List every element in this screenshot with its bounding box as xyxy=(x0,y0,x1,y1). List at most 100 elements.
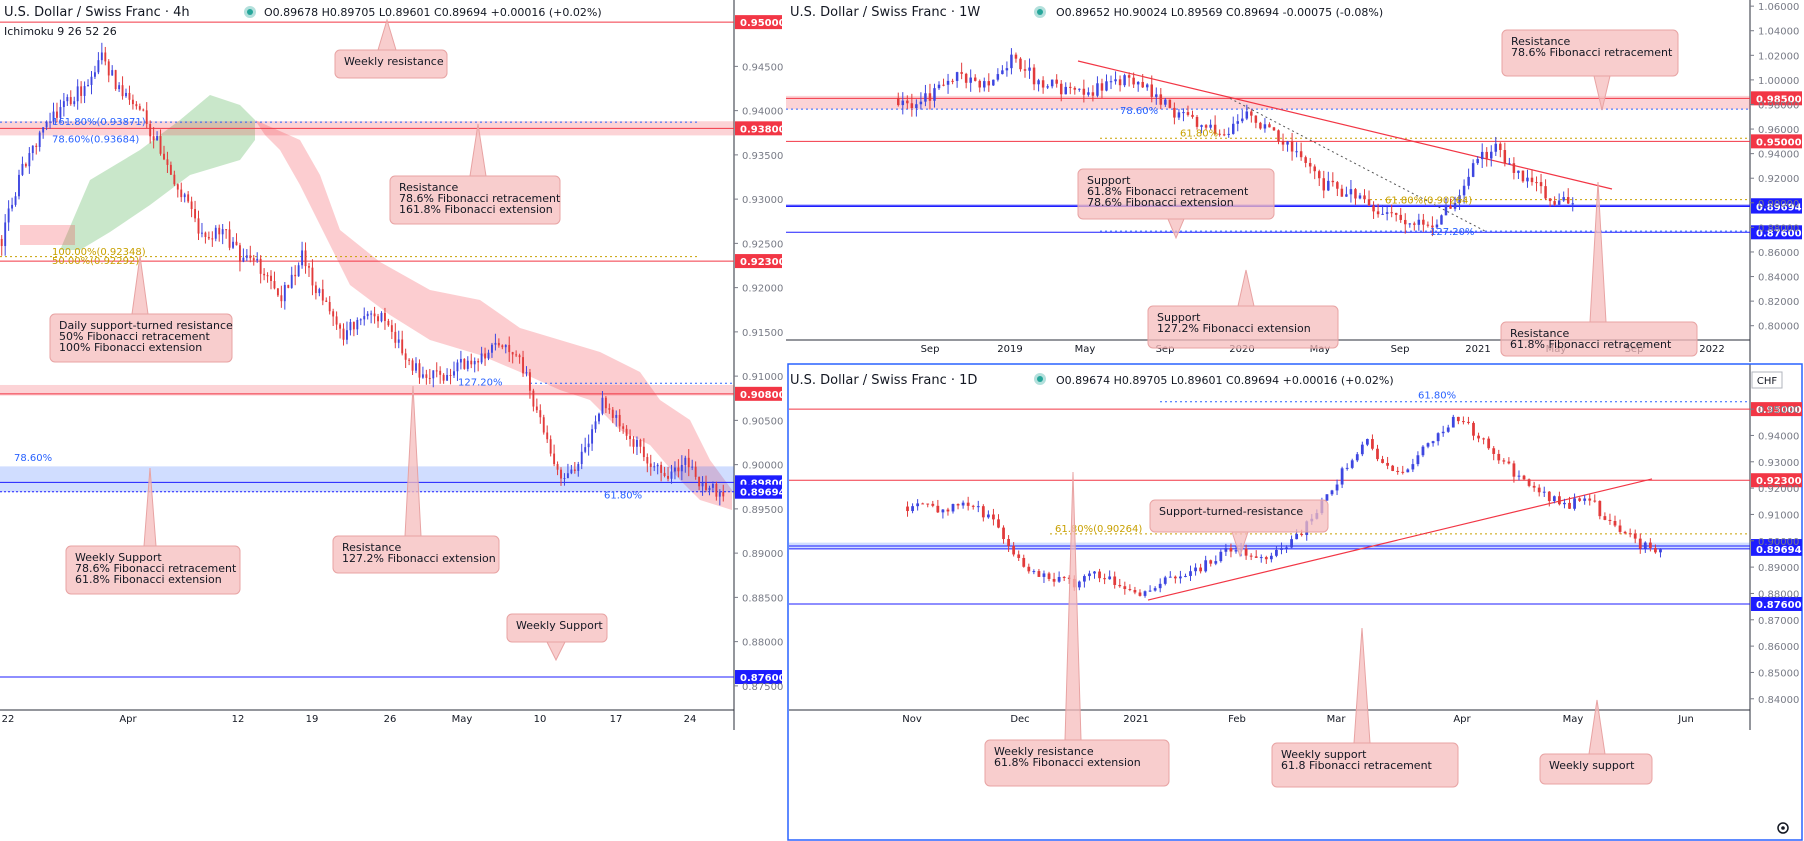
fibonacci-label: 61.80% xyxy=(1418,391,1456,402)
candle-body xyxy=(1422,219,1425,225)
candle-body xyxy=(983,81,986,88)
annotation-callout[interactable] xyxy=(1500,321,1698,357)
annotation-callout[interactable] xyxy=(49,313,233,363)
fibonacci-label: 78.60% xyxy=(14,453,52,464)
annotation-callout[interactable] xyxy=(1147,305,1339,349)
candle-body xyxy=(1259,557,1263,559)
candle-body xyxy=(377,316,379,322)
candle-body xyxy=(383,312,386,321)
chart-panel-weekly[interactable]: 0.985000.950000.898000.896940.876001.060… xyxy=(786,0,1804,362)
price-tick-label: 0.90000 xyxy=(1758,537,1799,548)
candle-body xyxy=(563,478,566,480)
candle-body xyxy=(11,204,14,209)
candle-body xyxy=(1078,88,1081,90)
candle-body xyxy=(1227,133,1230,135)
annotation-callout[interactable] xyxy=(1149,499,1329,533)
price-level-tag xyxy=(735,670,782,685)
time-tick-label: May xyxy=(452,714,473,725)
price-level-tag xyxy=(1751,596,1802,611)
candle-body xyxy=(649,463,652,468)
time-tick-label: 24 xyxy=(684,714,697,725)
chart-panel-daily[interactable]: 0.950000.923000.898000.896940.876000.950… xyxy=(787,363,1804,841)
candle-body xyxy=(1521,170,1525,182)
annotation-callout[interactable] xyxy=(1271,742,1459,788)
candle-body xyxy=(1562,197,1565,201)
callout-text: 127.2% Fibonacci extension xyxy=(1157,322,1311,335)
annotation-callout[interactable] xyxy=(65,545,241,595)
candle-body xyxy=(1199,567,1203,572)
ichimoku-cloud-red xyxy=(20,225,75,245)
price-tick-label: 0.91500 xyxy=(742,328,783,339)
candle-body xyxy=(207,236,210,239)
candle-body xyxy=(301,250,304,266)
candle-body xyxy=(328,302,331,312)
candle-body xyxy=(145,110,148,125)
annotation-callout[interactable] xyxy=(389,175,561,225)
candle-body xyxy=(698,476,701,487)
candle-body xyxy=(276,288,279,296)
indicator-label[interactable]: Ichimoku 9 26 52 26 xyxy=(4,25,117,38)
candle-body xyxy=(1363,195,1366,200)
currency-label: CHF xyxy=(1757,376,1778,387)
candle-body xyxy=(221,229,224,235)
candle-body xyxy=(1477,435,1480,439)
candle-body xyxy=(1417,219,1421,225)
candle-body xyxy=(921,503,925,505)
candle-body xyxy=(1497,453,1501,461)
candle-body xyxy=(1168,576,1172,578)
annotation-callout[interactable] xyxy=(506,613,608,643)
candle-body xyxy=(1571,203,1574,205)
annotation-callout[interactable] xyxy=(334,49,448,79)
annotation-callout[interactable] xyxy=(1539,753,1653,785)
candle-body xyxy=(1399,214,1402,220)
candle-body xyxy=(1082,88,1086,95)
candle-body xyxy=(59,107,62,118)
price-level-tag xyxy=(735,254,782,269)
candle-body xyxy=(107,61,110,76)
candle-body xyxy=(1467,176,1470,186)
candle-body xyxy=(497,342,500,346)
candle-body xyxy=(187,194,190,202)
candle-body xyxy=(960,72,963,74)
candle-body xyxy=(518,355,521,358)
candle-body xyxy=(1426,443,1430,447)
candle-body xyxy=(1331,180,1335,183)
candle-body xyxy=(570,469,573,474)
candle-body xyxy=(515,354,518,356)
candle-body xyxy=(404,353,407,360)
candle-body xyxy=(915,104,918,109)
fibonacci-label: 161.80%(0.93871) xyxy=(52,117,146,128)
candle-body xyxy=(951,504,955,512)
candle-body xyxy=(1012,545,1016,555)
candle-body xyxy=(149,124,152,137)
candle-body xyxy=(69,97,72,105)
currency-badge[interactable] xyxy=(1751,371,1783,389)
callout-text: 78.6% Fibonacci extension xyxy=(1087,196,1234,209)
candle-body xyxy=(1032,67,1036,85)
candle-body xyxy=(159,136,162,154)
candle-body xyxy=(1436,433,1440,442)
candle-body xyxy=(636,439,638,447)
candle-body xyxy=(1173,107,1176,118)
candle-body xyxy=(18,174,20,197)
chart-panel-4h[interactable]: 0.95000 0.93800 0.92300 0.90800 0.898000.896… xyxy=(0,0,786,730)
gear-icon[interactable] xyxy=(1777,822,1789,834)
annotation-callout[interactable] xyxy=(1501,29,1679,77)
price-level-label: 0.92300 xyxy=(1756,476,1802,487)
candle-body xyxy=(1269,555,1273,560)
candle-body xyxy=(1566,197,1570,204)
time-tick-label: May xyxy=(1075,344,1096,355)
candle-body xyxy=(1268,124,1271,128)
annotation-callout[interactable] xyxy=(1077,168,1275,220)
candle-body xyxy=(656,464,659,467)
annotation-callout[interactable] xyxy=(984,739,1170,787)
candle-body xyxy=(1037,571,1041,577)
candle-body xyxy=(615,414,618,418)
fibonacci-label: 61.80% xyxy=(1180,128,1218,139)
annotation-callout[interactable] xyxy=(332,535,500,574)
callout-text: Resistance xyxy=(1511,35,1571,48)
candle-body xyxy=(1453,203,1457,209)
candle-body xyxy=(1471,163,1475,177)
candle-body xyxy=(1163,577,1167,584)
candle-body xyxy=(1441,431,1445,434)
